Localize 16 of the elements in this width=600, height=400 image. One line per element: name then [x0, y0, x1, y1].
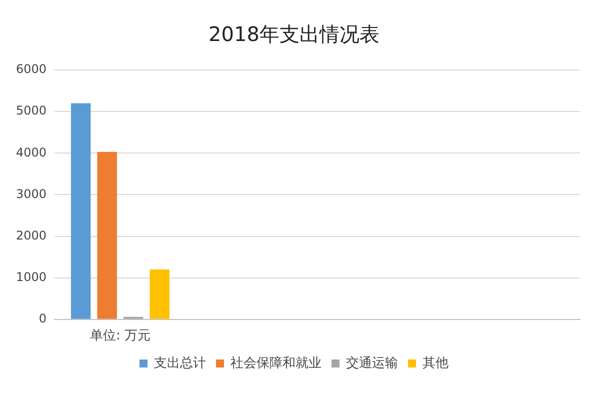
legend-label: 社会保障和就业	[230, 356, 322, 371]
chart-title: 2018年支出情况表	[208, 22, 380, 46]
y-tick-label: 5000	[16, 104, 47, 118]
y-tick-label: 2000	[16, 228, 47, 242]
legend-label: 支出总计	[154, 356, 206, 371]
bar	[70, 103, 91, 319]
y-tick-label: 1000	[16, 270, 47, 284]
legend-label: 其他	[422, 356, 448, 371]
y-tick-label: 6000	[16, 62, 47, 76]
y-tick-label: 3000	[16, 186, 47, 201]
y-tick-label: 0	[38, 312, 47, 326]
bar	[97, 152, 117, 319]
y-tick-label: 4000	[16, 145, 47, 160]
x-tick-label: 单位: 万元	[90, 328, 150, 344]
bar	[150, 270, 170, 319]
legend-label: 交通运输	[346, 354, 398, 371]
